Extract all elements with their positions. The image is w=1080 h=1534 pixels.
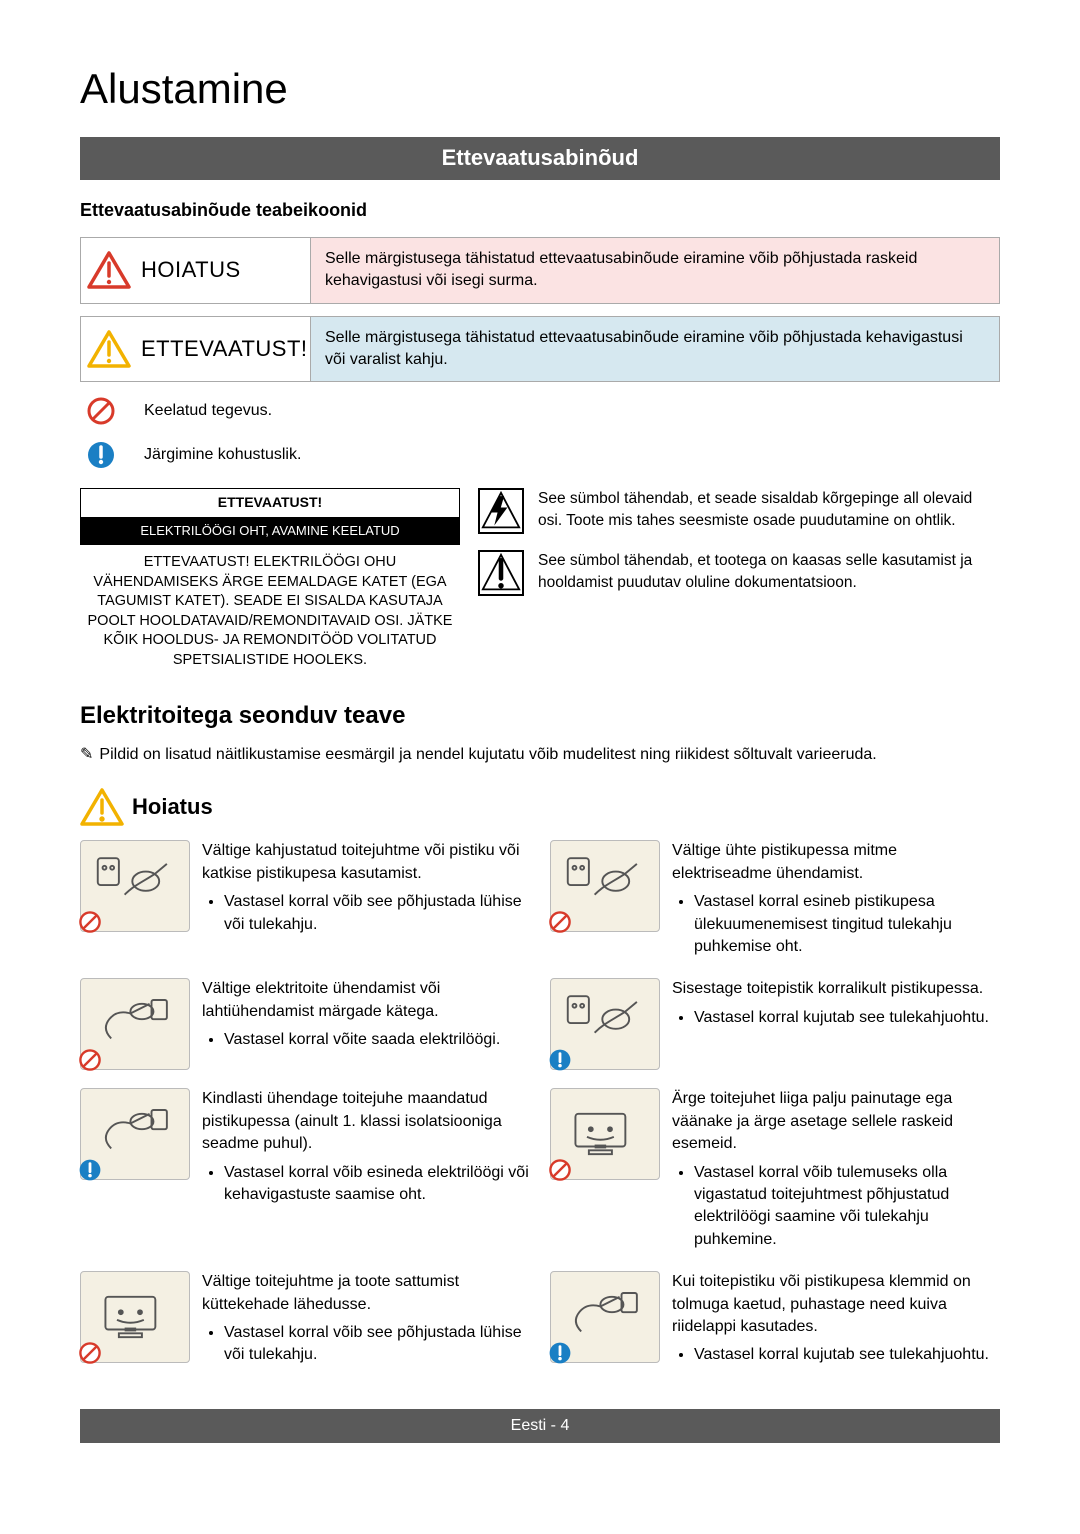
symbol-box: [478, 488, 524, 534]
mid-row: ETTEVAATUST! ELEKTRILÖÖGI OHT, AVAMINE K…: [80, 488, 1000, 670]
safety-item-title: Vältige toitejuhtme ja toote sattumist k…: [202, 1271, 530, 1316]
caution-panel-body: ETTEVAATUST! ELEKTRILÖÖGI OHU VÄHENDAMIS…: [80, 545, 460, 670]
safety-item-bullet: Vastasel korral võib tulemuseks olla vig…: [694, 1162, 1000, 1252]
safety-item-title: Vältige kahjustatud toitejuhtme või pist…: [202, 840, 530, 885]
info-icon: [548, 1341, 572, 1365]
safety-item-bullet: Vastasel korral kujutab see tulekahjuoht…: [694, 1344, 1000, 1366]
hoiatus-heading-row: Hoiatus: [80, 788, 1000, 826]
page-footer: Eesti - 4: [80, 1409, 1000, 1443]
section-heading: Elektritoitega seonduv teave: [80, 699, 1000, 733]
prohibit-icon: [548, 910, 572, 934]
safety-item-bullet: Vastasel korral esineb pistikupesa üleku…: [694, 891, 1000, 958]
warning-box-text: Selle märgistusega tähistatud ettevaatus…: [311, 317, 999, 382]
safety-item-text: Kindlasti ühendage toitejuhe maandatud p…: [202, 1088, 530, 1208]
safety-item: Ärge toitejuhet liiga palju painutage eg…: [550, 1088, 1000, 1253]
safety-item: Kindlasti ühendage toitejuhe maandatud p…: [80, 1088, 530, 1253]
safety-item-title: Sisestage toitepistik korralikult pistik…: [672, 978, 1000, 1000]
safety-item: Vältige ühte pistikupessa mitme elektris…: [550, 840, 1000, 960]
note-line: ✎ Pildid on lisatud näitlikustamise eesm…: [80, 744, 1000, 766]
legend-row: Järgimine kohustuslik.: [86, 440, 1000, 470]
safety-item-thumb: [550, 1088, 660, 1180]
safety-item-title: Vältige elektritoite ühendamist või laht…: [202, 978, 530, 1023]
symbol-legend-row: See sümbol tähendab, et tootega on kaasa…: [478, 550, 1000, 596]
icons-subhead: Ettevaatusabinõude teabeikoonid: [80, 198, 1000, 223]
safety-item-thumb: [550, 840, 660, 932]
warning-box: HOIATUS Selle märgistusega tähistatud et…: [80, 237, 1000, 304]
info-icon: [78, 1158, 102, 1182]
safety-item-text: Vältige toitejuhtme ja toote sattumist k…: [202, 1271, 530, 1369]
prohibit-icon: [78, 1048, 102, 1072]
safety-item-text: Kui toitepistiku või pistikupesa klemmid…: [672, 1271, 1000, 1369]
info-icon: [548, 1048, 572, 1072]
hoiatus-heading: Hoiatus: [132, 792, 213, 823]
footer-page-number: 4: [560, 1417, 569, 1434]
safety-item-thumb: [80, 1271, 190, 1363]
caution-panel-black: ELEKTRILÖÖGI OHT, AVAMINE KEELATUD: [80, 517, 460, 545]
warning-triangle-icon: [80, 788, 124, 826]
warning-box-left: ETTEVAATUST!: [81, 317, 311, 382]
safety-item-thumb: [80, 978, 190, 1070]
footer-lang: Eesti: [511, 1417, 547, 1434]
warning-triangle-icon: [87, 251, 131, 289]
safety-item-thumb: [550, 1271, 660, 1363]
legend-text: Järgimine kohustuslik.: [144, 444, 301, 466]
info-icon: [86, 440, 116, 470]
safety-item: Vältige kahjustatud toitejuhtme või pist…: [80, 840, 530, 960]
safety-item: Vältige elektritoite ühendamist või laht…: [80, 978, 530, 1070]
safety-item-title: Kui toitepistiku või pistikupesa klemmid…: [672, 1271, 1000, 1338]
caution-panel-top: ETTEVAATUST!: [80, 488, 460, 517]
warning-box: ETTEVAATUST! Selle märgistusega tähistat…: [80, 316, 1000, 383]
warning-box-text: Selle märgistusega tähistatud ettevaatus…: [311, 238, 999, 303]
safety-item-title: Kindlasti ühendage toitejuhe maandatud p…: [202, 1088, 530, 1155]
high-voltage-icon: [481, 491, 521, 531]
safety-item-text: Sisestage toitepistik korralikult pistik…: [672, 978, 1000, 1031]
safety-item-title: Ärge toitejuhet liiga palju painutage eg…: [672, 1088, 1000, 1155]
safety-item-bullet: Vastasel korral võib esineda elektrilöög…: [224, 1162, 530, 1207]
section-banner: Ettevaatusabinõud: [80, 137, 1000, 180]
safety-item-text: Vältige ühte pistikupessa mitme elektris…: [672, 840, 1000, 960]
footer-sep: -: [546, 1417, 560, 1434]
prohibit-icon: [548, 1158, 572, 1182]
safety-item-text: Vältige elektritoite ühendamist või laht…: [202, 978, 530, 1053]
safety-item-bullet: Vastasel korral võib see põhjustada lühi…: [224, 1322, 530, 1367]
safety-item-bullet: Vastasel korral võib see põhjustada lühi…: [224, 891, 530, 936]
legend-row: Keelatud tegevus.: [86, 396, 1000, 426]
safety-item-bullet: Vastasel korral kujutab see tulekahjuoht…: [694, 1007, 1000, 1029]
prohibit-icon: [78, 910, 102, 934]
warning-box-label: ETTEVAATUST!: [141, 334, 308, 365]
caution-panel: ETTEVAATUST! ELEKTRILÖÖGI OHT, AVAMINE K…: [80, 488, 460, 670]
warning-box-left: HOIATUS: [81, 238, 311, 303]
safety-item: Kui toitepistiku või pistikupesa klemmid…: [550, 1271, 1000, 1369]
safety-item-thumb: [80, 1088, 190, 1180]
note-icon: ✎: [80, 744, 93, 766]
safety-item-text: Vältige kahjustatud toitejuhtme või pist…: [202, 840, 530, 938]
documentation-icon: [481, 553, 521, 593]
symbol-text: See sümbol tähendab, et seade sisaldab k…: [538, 488, 1000, 531]
safety-item-thumb: [550, 978, 660, 1070]
safety-item-title: Vältige ühte pistikupessa mitme elektris…: [672, 840, 1000, 885]
safety-item: Sisestage toitepistik korralikult pistik…: [550, 978, 1000, 1070]
legend-text: Keelatud tegevus.: [144, 400, 272, 422]
safety-item-bullet: Vastasel korral võite saada elektrilöögi…: [224, 1029, 530, 1051]
symbol-text: See sümbol tähendab, et tootega on kaasa…: [538, 550, 1000, 593]
symbol-legend-column: See sümbol tähendab, et seade sisaldab k…: [478, 488, 1000, 596]
safety-items-grid: Vältige kahjustatud toitejuhtme või pist…: [80, 840, 1000, 1368]
symbol-box: [478, 550, 524, 596]
note-text: Pildid on lisatud näitlikustamise eesmär…: [99, 744, 876, 766]
safety-item-thumb: [80, 840, 190, 932]
warning-box-label: HOIATUS: [141, 255, 241, 286]
page-title: Alustamine: [80, 60, 1000, 119]
prohibit-icon: [86, 396, 116, 426]
prohibit-icon: [78, 1341, 102, 1365]
safety-item: Vältige toitejuhtme ja toote sattumist k…: [80, 1271, 530, 1369]
warning-triangle-icon: [87, 330, 131, 368]
symbol-legend-row: See sümbol tähendab, et seade sisaldab k…: [478, 488, 1000, 534]
safety-item-text: Ärge toitejuhet liiga palju painutage eg…: [672, 1088, 1000, 1253]
